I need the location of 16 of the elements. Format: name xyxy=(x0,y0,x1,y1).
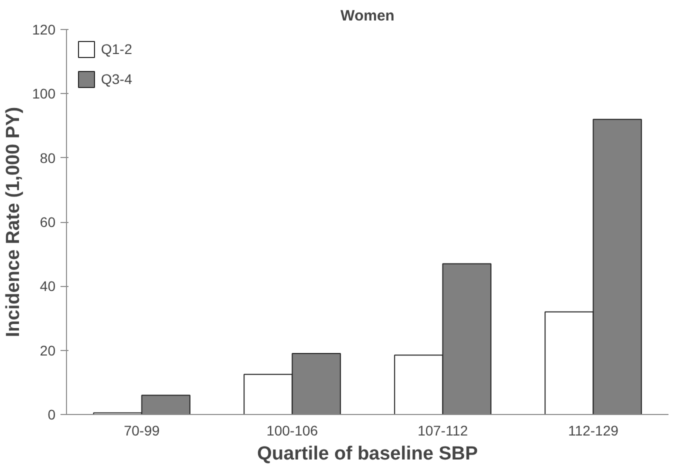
legend-label: Q3-4 xyxy=(101,71,132,87)
x-tick-label: 107-112 xyxy=(418,422,468,438)
chart-title: Women xyxy=(340,8,394,24)
legend-label: Q1-2 xyxy=(101,41,132,57)
y-tick-label: 120 xyxy=(32,22,56,38)
y-tick-label: 20 xyxy=(40,342,56,358)
x-tick-label: 100-106 xyxy=(266,422,318,438)
y-axis-title: Incidence Rate (1,000 PY) xyxy=(3,106,24,338)
y-tick-label: 100 xyxy=(32,86,56,102)
y-tick-label: 80 xyxy=(40,150,56,166)
x-tick-label: 112-129 xyxy=(568,422,619,438)
y-tick-label: 60 xyxy=(40,214,56,230)
x-axis-title: Quartile of baseline SBP xyxy=(257,444,478,464)
y-tick-label: 40 xyxy=(40,278,56,294)
x-tick-label: 70-99 xyxy=(124,422,160,438)
y-tick-label: 0 xyxy=(48,406,56,422)
